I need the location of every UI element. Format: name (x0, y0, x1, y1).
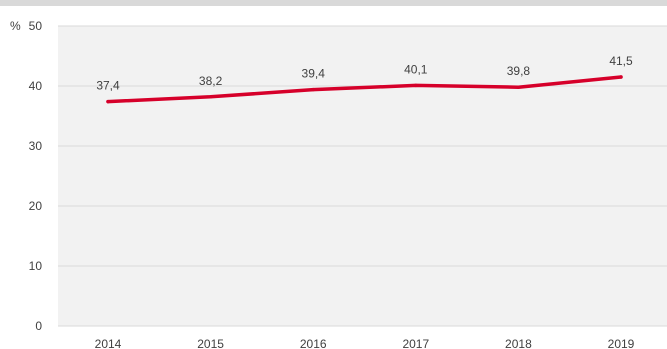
top-band (0, 0, 667, 6)
data-label: 39,4 (302, 67, 326, 81)
data-point (208, 95, 213, 99)
data-points (106, 75, 623, 104)
data-label: 41,5 (609, 54, 633, 68)
data-point (414, 83, 418, 88)
data-label: 38,2 (199, 74, 223, 88)
y-axis-unit-label: % (10, 19, 21, 33)
plot-background (58, 26, 667, 326)
data-label: 37,4 (96, 79, 120, 93)
x-axis-ticks: 2014 2015 2016 2017 2018 2019 (95, 337, 635, 349)
x-tick-label: 2017 (402, 337, 429, 349)
x-tick-label: 2014 (95, 337, 122, 349)
data-labels: 37,4 38,2 39,4 40,1 39,8 41,5 (96, 54, 633, 93)
series-line (106, 75, 623, 104)
x-tick-label: 2015 (197, 337, 224, 349)
data-label: 40,1 (404, 62, 428, 76)
data-point (516, 85, 521, 89)
x-tick-label: 2018 (505, 337, 532, 349)
data-label: 39,8 (507, 64, 531, 78)
y-tick-label: 20 (29, 199, 43, 213)
y-tick-label: 30 (29, 139, 43, 153)
y-tick-label: 50 (29, 19, 43, 33)
data-point (106, 99, 110, 104)
x-tick-label: 2019 (608, 337, 635, 349)
data-point (619, 75, 623, 79)
data-point (311, 87, 315, 92)
y-tick-label: 10 (29, 259, 43, 273)
x-tick-label: 2016 (300, 337, 327, 349)
y-tick-label: 40 (29, 79, 43, 93)
y-tick-label: 0 (35, 319, 42, 333)
y-axis-ticks: 0 10 20 30 40 50 (29, 19, 43, 333)
